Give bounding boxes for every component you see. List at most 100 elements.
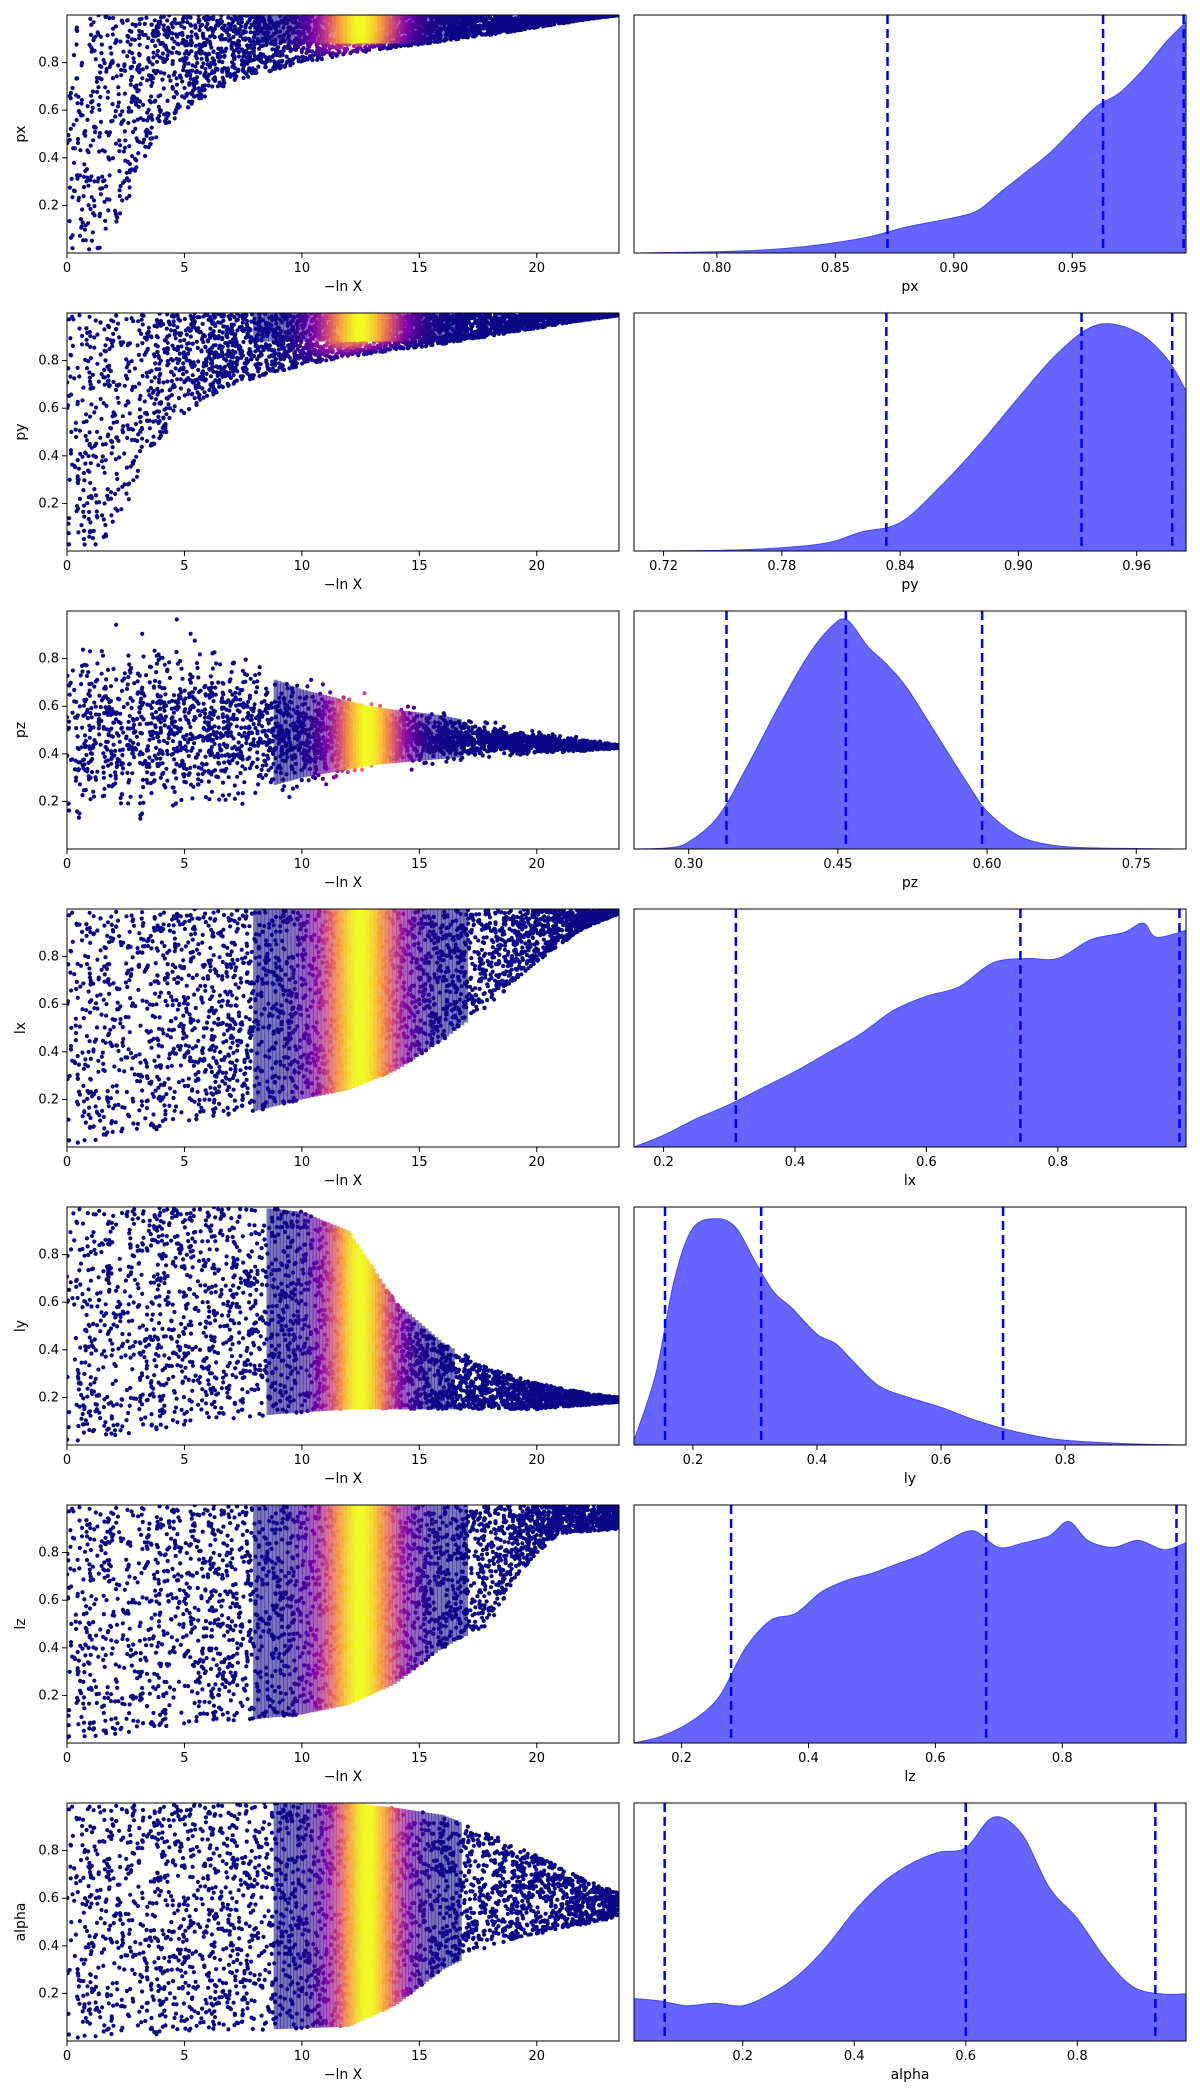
- x-tick-label: 15: [411, 1453, 428, 1468]
- x-tick-label: 15: [411, 1751, 428, 1766]
- x-tick-label: 0.90: [1004, 559, 1033, 574]
- y-axis-label: ly: [13, 1320, 29, 1332]
- marginal-panel-pz: 0.30 0.45 0.60 0.75 pz: [633, 610, 1187, 891]
- x-tick-label: 0.2: [653, 1155, 674, 1170]
- x-tick-label: 20: [529, 1155, 546, 1170]
- axes-frame: [66, 1802, 620, 2042]
- y-tick-label: 0.8: [38, 1546, 59, 1561]
- peak-band-pz: [273, 679, 462, 785]
- x-tick-label: 0.2: [671, 1751, 692, 1766]
- x-tick-label: 15: [411, 1155, 428, 1170]
- marginal-panel-ly: 0.2 0.4 0.6 0.8 ly: [633, 1206, 1187, 1487]
- y-tick-label: 0.2: [38, 794, 59, 809]
- marginal-panel-py: 0.72 0.78 0.84 0.90 0.96 py: [633, 312, 1187, 593]
- x-tick-label: 5: [180, 857, 188, 872]
- x-tick-label: 5: [180, 1155, 188, 1170]
- trace-panel-py: 0 5 10 15 20 0.2 0.4 0.6 0.8 −ln X py: [13, 312, 620, 593]
- y-tick-label: 0.4: [38, 151, 59, 166]
- x-tick-label: 15: [411, 2049, 428, 2064]
- x-tick-label: 10: [294, 1751, 311, 1766]
- trace-panel-px: 0 5 10 15 20 0.2 0.4 0.6 0.8 −ln X px: [13, 14, 620, 295]
- y-tick-label: 0.6: [38, 699, 59, 714]
- y-tick-label: 0.8: [38, 1248, 59, 1263]
- x-tick-label: 0.2: [683, 1453, 704, 1468]
- x-tick-label: 0.8: [1067, 2049, 1088, 2064]
- density-area-px: [634, 21, 1186, 253]
- axes-frame: [633, 14, 1187, 254]
- axes-frame: [633, 1802, 1187, 2042]
- x-tick-label: 15: [411, 261, 428, 276]
- x-tick-label: 10: [294, 1453, 311, 1468]
- x-tick-label: 0.72: [649, 559, 678, 574]
- axes-frame: [633, 610, 1187, 850]
- x-axis-label: ly: [904, 1471, 916, 1487]
- density-area-pz: [634, 618, 1186, 849]
- axes-frame: [633, 908, 1187, 1148]
- x-tick-label: 0.90: [939, 261, 968, 276]
- x-tick-label: 0: [63, 559, 71, 574]
- peak-band-px: [253, 15, 469, 44]
- marginal-panel-lx: 0.2 0.4 0.6 0.8 lx: [633, 908, 1187, 1189]
- x-tick-label: 0.6: [925, 1751, 946, 1766]
- x-tick-label: 0.8: [1048, 1155, 1069, 1170]
- density-area-ly: [634, 1218, 1186, 1445]
- marginal-panel-lz: 0.2 0.4 0.6 0.8 lz: [633, 1504, 1187, 1785]
- y-tick-label: 0.6: [38, 997, 59, 1012]
- x-tick-label: 0.2: [732, 2049, 753, 2064]
- x-tick-label: 5: [180, 261, 188, 276]
- y-tick-label: 0.2: [38, 1092, 59, 1107]
- y-tick-label: 0.2: [38, 198, 59, 213]
- y-tick-label: 0.6: [38, 1295, 59, 1310]
- x-tick-label: 0.8: [1052, 1751, 1073, 1766]
- x-tick-label: 5: [180, 1453, 188, 1468]
- y-tick-label: 0.4: [38, 1045, 59, 1060]
- x-tick-label: 10: [294, 857, 311, 872]
- density-area-py: [634, 323, 1186, 551]
- density-area-lz: [634, 1521, 1186, 1743]
- x-tick-label: 0.96: [1122, 559, 1151, 574]
- y-tick-label: 0.2: [38, 1688, 59, 1703]
- axes-frame: [633, 1206, 1187, 1446]
- x-tick-label: 0.78: [767, 559, 796, 574]
- y-tick-label: 0.8: [38, 1844, 59, 1859]
- trace-panel-pz: 0 5 10 15 20 0.2 0.4 0.6 0.8 −ln X pz: [13, 610, 620, 891]
- y-tick-label: 0.6: [38, 1593, 59, 1608]
- x-tick-label: 15: [411, 559, 428, 574]
- peak-band-ly: [266, 1208, 455, 1416]
- peak-band-alpha: [273, 1803, 462, 2030]
- x-tick-label: 0.6: [916, 1155, 937, 1170]
- x-axis-label: −ln X: [324, 279, 363, 295]
- x-tick-label: 0.95: [1058, 261, 1087, 276]
- x-axis-label: −ln X: [324, 875, 363, 891]
- peak-band-lx: [253, 909, 469, 1112]
- x-axis-label: −ln X: [324, 1769, 363, 1785]
- axes-frame: [66, 14, 620, 254]
- x-axis-label: alpha: [891, 2067, 930, 2083]
- x-axis-label: −ln X: [324, 1173, 363, 1189]
- x-tick-label: 5: [180, 1751, 188, 1766]
- x-tick-label: 0.4: [785, 1155, 806, 1170]
- x-tick-label: 0: [63, 857, 71, 872]
- x-tick-label: 15: [411, 857, 428, 872]
- x-tick-label: 0.8: [1055, 1453, 1076, 1468]
- y-tick-label: 0.6: [38, 401, 59, 416]
- x-tick-label: 0: [63, 1155, 71, 1170]
- x-axis-label: −ln X: [324, 577, 363, 593]
- x-tick-label: 5: [180, 2049, 188, 2064]
- y-tick-label: 0.8: [38, 354, 59, 369]
- x-axis-label: lx: [904, 1173, 916, 1189]
- y-tick-label: 0.4: [38, 1939, 59, 1954]
- x-tick-label: 0.4: [798, 1751, 819, 1766]
- x-axis-label: −ln X: [324, 1471, 363, 1487]
- y-tick-label: 0.6: [38, 1891, 59, 1906]
- x-tick-label: 20: [529, 857, 546, 872]
- axes-frame: [66, 1504, 620, 1744]
- x-axis-label: −ln X: [324, 2067, 363, 2083]
- density-area-alpha: [634, 1816, 1186, 2041]
- y-tick-label: 0.8: [38, 56, 59, 71]
- x-tick-label: 0.30: [674, 857, 703, 872]
- x-tick-label: 20: [529, 261, 546, 276]
- scatter-points-py: [67, 313, 619, 547]
